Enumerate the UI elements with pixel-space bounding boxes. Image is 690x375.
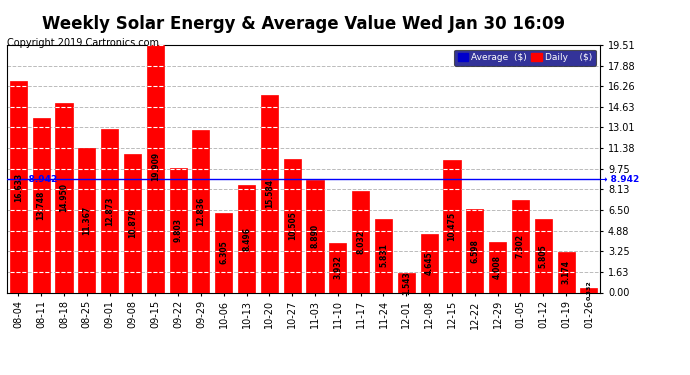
Bar bbox=[375, 219, 392, 292]
Text: 19.909: 19.909 bbox=[150, 152, 160, 181]
Text: Weekly Solar Energy & Average Value Wed Jan 30 16:09: Weekly Solar Energy & Average Value Wed … bbox=[42, 15, 565, 33]
Bar bbox=[261, 95, 278, 292]
Bar bbox=[284, 159, 301, 292]
Bar bbox=[78, 148, 95, 292]
Bar bbox=[580, 288, 598, 292]
Bar bbox=[397, 273, 415, 292]
Text: 8.496: 8.496 bbox=[242, 226, 251, 251]
Text: 16.633: 16.633 bbox=[14, 172, 23, 201]
Text: ← 8.942: ← 8.942 bbox=[19, 175, 57, 184]
Text: 8.032: 8.032 bbox=[356, 230, 365, 254]
Text: 4.645: 4.645 bbox=[424, 251, 433, 275]
Bar bbox=[55, 103, 72, 292]
Legend: Average  ($), Daily    ($): Average ($), Daily ($) bbox=[454, 50, 595, 66]
Text: 12.836: 12.836 bbox=[197, 196, 206, 226]
Text: 1.543: 1.543 bbox=[402, 271, 411, 295]
Text: 10.475: 10.475 bbox=[447, 211, 457, 241]
Bar bbox=[101, 129, 118, 292]
Text: 9.803: 9.803 bbox=[174, 218, 183, 242]
Bar bbox=[535, 219, 552, 292]
Bar bbox=[512, 200, 529, 292]
Bar bbox=[421, 234, 437, 292]
Bar bbox=[32, 118, 50, 292]
Text: 8.890: 8.890 bbox=[310, 224, 319, 248]
Bar bbox=[193, 130, 210, 292]
Text: 5.805: 5.805 bbox=[539, 244, 548, 267]
Text: 12.873: 12.873 bbox=[105, 196, 114, 225]
Text: 11.367: 11.367 bbox=[82, 206, 91, 235]
Text: → 8.942: → 8.942 bbox=[600, 175, 640, 184]
Text: 13.748: 13.748 bbox=[37, 190, 46, 220]
Bar bbox=[306, 180, 324, 292]
Text: 14.950: 14.950 bbox=[59, 183, 68, 212]
Text: Copyright 2019 Cartronics.com: Copyright 2019 Cartronics.com bbox=[7, 38, 159, 48]
Bar bbox=[444, 160, 460, 292]
Text: 5.831: 5.831 bbox=[379, 244, 388, 267]
Text: 10.879: 10.879 bbox=[128, 209, 137, 238]
Text: 6.598: 6.598 bbox=[471, 239, 480, 262]
Bar bbox=[238, 185, 255, 292]
Bar bbox=[124, 154, 141, 292]
Text: 15.584: 15.584 bbox=[265, 179, 274, 208]
Text: 10.505: 10.505 bbox=[288, 211, 297, 240]
Bar bbox=[147, 40, 164, 292]
Text: 3.174: 3.174 bbox=[562, 260, 571, 284]
Bar bbox=[170, 168, 186, 292]
Bar bbox=[215, 213, 233, 292]
Text: 6.305: 6.305 bbox=[219, 241, 228, 264]
Bar bbox=[489, 242, 506, 292]
Bar bbox=[10, 81, 27, 292]
Text: 4.008: 4.008 bbox=[493, 255, 502, 279]
Text: 7.302: 7.302 bbox=[516, 234, 525, 258]
Bar bbox=[329, 243, 346, 292]
Bar bbox=[466, 209, 483, 292]
Text: 0.332: 0.332 bbox=[586, 280, 591, 300]
Bar bbox=[352, 190, 369, 292]
Bar bbox=[558, 252, 575, 292]
Text: 3.932: 3.932 bbox=[333, 256, 342, 279]
